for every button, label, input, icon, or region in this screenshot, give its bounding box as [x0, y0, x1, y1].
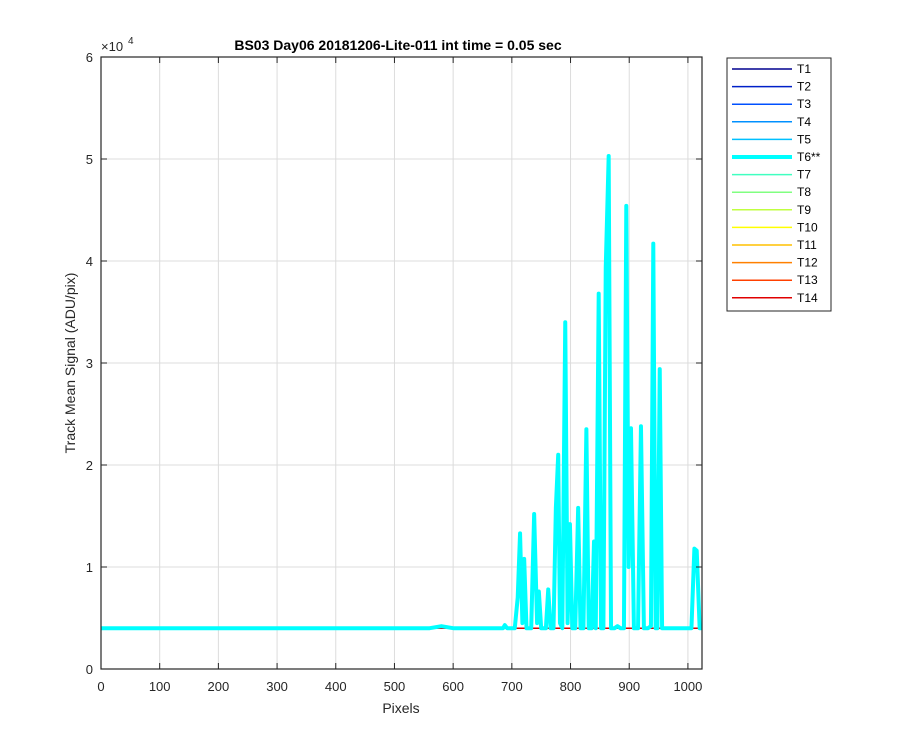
y-tick-label: 4 — [86, 254, 93, 269]
legend-label-t10: T10 — [797, 220, 818, 234]
legend-label-t13: T13 — [797, 273, 818, 287]
legend-label-t7: T7 — [797, 168, 811, 182]
legend-label-t11: T11 — [797, 238, 817, 252]
x-tick-label: 900 — [618, 679, 640, 694]
x-tick-label: 400 — [325, 679, 347, 694]
legend-label-t12: T12 — [797, 256, 818, 270]
legend-label-t5: T5 — [797, 132, 811, 146]
legend-label-t3: T3 — [797, 97, 811, 111]
y-tick-label: 2 — [86, 458, 93, 473]
y-tick-label: 3 — [86, 356, 93, 371]
y-tick-label: 1 — [86, 560, 93, 575]
series-line-t6 — [101, 153, 702, 631]
y-exponent-power: 4 — [128, 36, 134, 47]
y-tick-label: 0 — [86, 662, 93, 677]
y-tick-label: 6 — [86, 50, 93, 65]
x-tick-label: 500 — [384, 679, 406, 694]
series-lines — [101, 153, 702, 631]
axis-ticks: 0 100 200 300 400 500 600 700 800 900 1000 0 1 2 3 4 5 6 — [86, 50, 703, 694]
legend-label-t2: T2 — [797, 80, 811, 94]
x-tick-label: 600 — [442, 679, 464, 694]
x-tick-label: 1000 — [673, 679, 702, 694]
x-tick-label: 100 — [149, 679, 171, 694]
legend-label-t9: T9 — [797, 203, 811, 217]
x-tick-label: 700 — [501, 679, 523, 694]
legend-box — [726, 57, 832, 312]
x-axis-label: Pixels — [382, 700, 419, 716]
x-tick-label: 800 — [560, 679, 582, 694]
legend-label-t14: T14 — [797, 291, 818, 305]
legend-label-t4: T4 — [797, 115, 811, 129]
legend-label-t8: T8 — [797, 185, 811, 199]
legend-label-t1: T1 — [797, 62, 811, 76]
y-axis-label: Track Mean Signal (ADU/pix) — [62, 273, 78, 454]
y-tick-label: 5 — [86, 152, 93, 167]
x-tick-label: 300 — [266, 679, 288, 694]
x-tick-label: 0 — [97, 679, 104, 694]
legend: T1 T2 T3 T4 T5 T6** T7 T8 T9 T10 T11 T12 T13 T14 — [726, 57, 832, 312]
y-exponent-base: ×10 — [101, 39, 123, 54]
chart-title: BS03 Day06 20181206-Lite-011 int time = … — [234, 37, 561, 53]
x-tick-label: 200 — [208, 679, 230, 694]
legend-label-t6: T6** — [797, 150, 821, 164]
